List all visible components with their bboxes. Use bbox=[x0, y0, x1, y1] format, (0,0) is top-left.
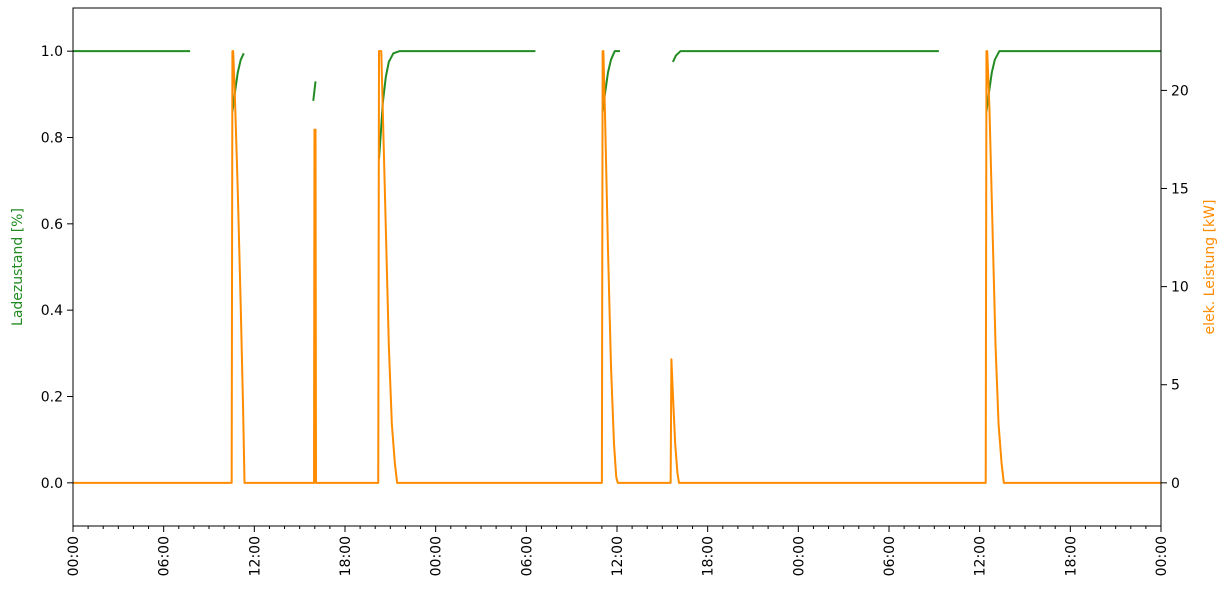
x-tick-label: 18:00 bbox=[1063, 536, 1079, 576]
y-left-tick-label: 0.4 bbox=[41, 303, 63, 319]
x-tick-label: 00:00 bbox=[66, 536, 82, 576]
x-tick-label: 18:00 bbox=[701, 536, 717, 576]
x-tick-label: 00:00 bbox=[1154, 536, 1170, 576]
series-0-segment-6 bbox=[985, 50, 1161, 112]
x-axis: 00:00 06:00 12:00 18:00 00:00 06:00 12:00 18:00… bbox=[66, 526, 1170, 576]
series-0-segment-1 bbox=[231, 52, 245, 112]
x-tick-label: 12:00 bbox=[973, 536, 989, 576]
x-tick-label: 00:00 bbox=[429, 536, 445, 576]
x-tick-label: 12:00 bbox=[610, 536, 626, 576]
x-tick-label: 12:00 bbox=[247, 536, 263, 576]
y-right-tick-label: 5 bbox=[1171, 378, 1180, 394]
y-left-tick-label: 0.6 bbox=[41, 217, 63, 233]
y-left-axis: 0.0 0.2 0.4 0.6 0.8 1.0 bbox=[41, 44, 73, 492]
y-right-tick-label: 15 bbox=[1171, 182, 1189, 198]
x-tick-label: 06:00 bbox=[519, 536, 535, 576]
x-tick-label: 00:00 bbox=[791, 536, 807, 576]
y-left-tick-label: 0.0 bbox=[41, 476, 63, 492]
y-right-axis: 0 5 10 15 20 bbox=[1161, 83, 1189, 492]
x-tick-label: 06:00 bbox=[882, 536, 898, 576]
series-0-segment-5 bbox=[672, 50, 939, 63]
series-0-segment-2 bbox=[312, 81, 317, 101]
plot-lines bbox=[73, 50, 1161, 484]
y-right-axis-title: elek. Leistung [kW] bbox=[1202, 200, 1218, 335]
y-left-axis-title: Ladezustand [%] bbox=[10, 208, 26, 326]
x-tick-label: 18:00 bbox=[338, 536, 354, 576]
series-1-segment-0 bbox=[73, 50, 1161, 484]
y-right-tick-label: 0 bbox=[1171, 476, 1180, 492]
y-left-tick-label: 0.2 bbox=[41, 390, 63, 406]
y-right-tick-label: 10 bbox=[1171, 280, 1189, 296]
x-tick-label: 06:00 bbox=[157, 536, 173, 576]
y-left-tick-label: 1.0 bbox=[41, 44, 63, 60]
y-right-tick-label: 20 bbox=[1171, 83, 1189, 99]
y-left-tick-label: 0.8 bbox=[41, 131, 63, 147]
series-0-segment-3 bbox=[378, 50, 536, 160]
